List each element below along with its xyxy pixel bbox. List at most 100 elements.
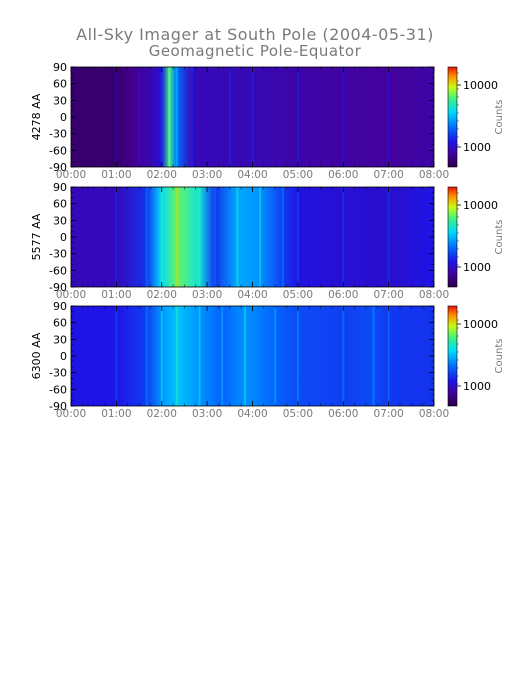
x-tick-label: 00:00: [56, 408, 86, 420]
streak: [221, 306, 224, 406]
x-tick-label: 06:00: [328, 289, 358, 301]
x-tick-label: 06:00: [328, 169, 358, 181]
x-tick-label: 00:00: [56, 169, 86, 181]
streak: [198, 306, 201, 406]
y-tick-label: 30: [53, 214, 67, 227]
x-tick-label: 04:00: [237, 289, 267, 301]
streak: [259, 187, 262, 287]
streak: [145, 187, 148, 287]
streak: [175, 187, 178, 287]
x-tick-label: 08:00: [419, 169, 449, 181]
streak: [296, 67, 299, 167]
x-tick-label: 03:00: [192, 169, 222, 181]
streak: [191, 67, 193, 167]
streak: [387, 187, 390, 287]
y-tick-label: -30: [49, 128, 67, 141]
streak: [274, 306, 277, 406]
streak: [342, 306, 345, 406]
colorbar: [447, 305, 458, 407]
streak: [175, 306, 178, 406]
x-tick-label: 00:00: [56, 289, 86, 301]
streak: [168, 67, 171, 167]
streak: [138, 67, 141, 167]
colorbar: [447, 186, 458, 288]
colorbar-label: Counts: [494, 339, 505, 374]
colorbar-tick-label: 1000: [463, 261, 491, 274]
streak: [281, 187, 284, 287]
streak: [228, 67, 231, 167]
streak: [387, 306, 390, 406]
y-tick-label: 60: [53, 78, 67, 91]
streak: [251, 67, 254, 167]
y-axis-label: 5577 AA: [30, 213, 43, 260]
colorbar-tick-label: 1000: [463, 380, 491, 393]
heatmap-image: [71, 306, 434, 406]
x-tick-label: 02:00: [147, 408, 177, 420]
x-tick-label: 01:00: [101, 408, 131, 420]
y-tick-label: 90: [53, 61, 67, 74]
colorbar-label: Counts: [494, 100, 505, 135]
y-tick-label: 30: [53, 333, 67, 346]
y-tick-label: -60: [49, 383, 67, 396]
streak: [160, 67, 163, 167]
y-tick-label: 0: [60, 111, 67, 124]
y-tick-label: 90: [53, 181, 67, 194]
x-tick-label: 07:00: [373, 408, 403, 420]
y-tick-label: -30: [49, 248, 67, 261]
x-tick-label: 03:00: [192, 289, 222, 301]
colorbar-tick-label: 10000: [463, 199, 498, 212]
x-tick-label: 02:00: [147, 289, 177, 301]
y-tick-label: 60: [53, 317, 67, 330]
y-tick-label: -90: [49, 161, 67, 174]
y-tick-label: 90: [53, 300, 67, 313]
x-tick-label: 06:00: [328, 408, 358, 420]
x-tick-label: 05:00: [283, 169, 313, 181]
x-tick-label: 05:00: [283, 289, 313, 301]
streak: [198, 187, 201, 287]
x-tick-label: 04:00: [237, 169, 267, 181]
x-tick-label: 02:00: [147, 169, 177, 181]
chart-subtitle: Geomagnetic Pole-Equator: [148, 42, 362, 60]
y-tick-label: 60: [53, 198, 67, 211]
y-tick-label: 0: [60, 350, 67, 363]
x-tick-label: 01:00: [101, 289, 131, 301]
heatmap-image: [71, 187, 434, 287]
streak: [175, 67, 178, 167]
streak: [296, 306, 299, 406]
streak: [160, 187, 163, 287]
streak: [236, 187, 239, 287]
colorbar-label: Counts: [494, 220, 505, 255]
y-tick-label: -30: [49, 367, 67, 380]
x-tick-label: 05:00: [283, 408, 313, 420]
streak: [115, 67, 118, 167]
y-axis-label: 6300 AA: [30, 332, 43, 379]
x-tick-label: 07:00: [373, 169, 403, 181]
streak: [372, 306, 375, 406]
x-tick-label: 08:00: [419, 408, 449, 420]
heatmap-streaks: [115, 187, 390, 287]
y-tick-label: -90: [49, 281, 67, 294]
streak: [296, 187, 299, 287]
y-axis-label: 4278 AA: [30, 93, 43, 140]
chart-title: All-Sky Imager at South Pole (2004-05-31…: [76, 25, 434, 44]
streak: [342, 187, 345, 287]
heatmap-streaks: [115, 67, 390, 167]
streak: [213, 187, 216, 287]
x-tick-label: 07:00: [373, 289, 403, 301]
y-tick-label: -60: [49, 144, 67, 157]
x-tick-label: 03:00: [192, 408, 222, 420]
streak: [160, 306, 163, 406]
y-tick-label: 30: [53, 94, 67, 107]
colorbar-tick-label: 10000: [463, 79, 498, 92]
x-tick-label: 04:00: [237, 408, 267, 420]
y-tick-label: -90: [49, 400, 67, 413]
y-tick-label: -60: [49, 264, 67, 277]
colorbar-tick-label: 1000: [463, 141, 491, 154]
streak: [115, 306, 118, 406]
x-tick-label: 08:00: [419, 289, 449, 301]
y-tick-label: 0: [60, 231, 67, 244]
